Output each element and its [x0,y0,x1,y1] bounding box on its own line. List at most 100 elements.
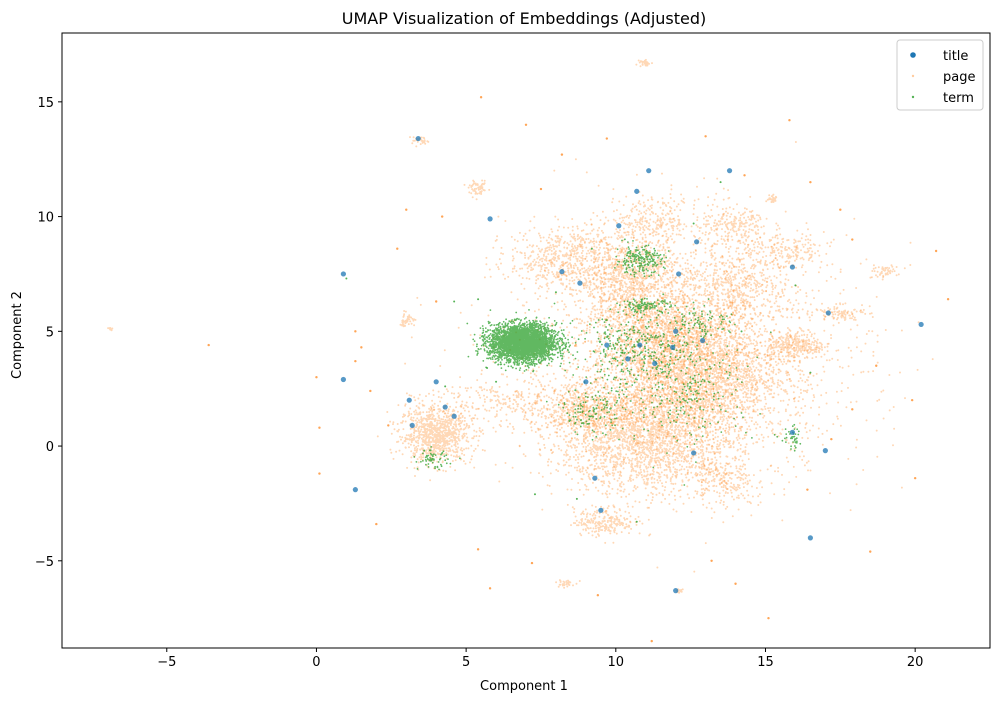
page-point [524,123,528,126]
title-point [451,413,457,419]
page-point [596,594,600,597]
title-point [406,397,412,403]
term-point [453,300,456,303]
x-axis-label: Component 1 [480,679,568,694]
term-point [495,380,498,383]
page-point [405,208,408,211]
term-cluster [466,302,595,373]
legend-label-term: term [943,91,974,106]
page-cluster [547,264,791,394]
title-point [637,342,643,348]
term-point [635,520,638,523]
y-tick-label: 15 [37,96,54,111]
term-point [809,371,812,374]
legend: title page term [896,39,984,111]
title-point [726,168,733,174]
page-cluster [512,369,660,448]
page-point [387,424,390,427]
page-point [605,137,609,140]
term-point [575,497,578,500]
page-point [318,426,321,429]
plot-frame [61,32,991,649]
title-point [673,328,679,334]
title-point [559,269,565,275]
page-point [788,119,791,122]
title-point [487,216,493,222]
page-cluster [635,58,653,68]
page-point [396,247,399,250]
title-point [583,379,589,385]
term-point [444,385,447,388]
title-point [691,450,697,456]
term-cluster [545,382,634,441]
page-point [434,300,438,303]
title-point [442,404,448,410]
page-point [869,550,872,553]
title-point [700,337,706,344]
term-point [590,247,593,250]
page-cluster [570,504,644,544]
x-tick-label: 5 [462,655,470,670]
title-point [634,188,640,194]
y-tick-label: 5 [46,325,54,340]
legend-label-title: title [943,49,968,64]
term-point [486,367,489,370]
page-point [851,238,854,241]
page-point [910,398,914,402]
page-point [806,488,809,491]
page-point [369,389,372,393]
title-point [807,535,813,541]
term-cluster [616,297,672,319]
page-cluster [556,264,881,467]
page-point [875,364,878,367]
page-cluster [806,306,874,321]
term-point [423,449,426,452]
points-layer [107,58,950,643]
title-point [433,379,439,385]
title-point [676,271,682,277]
x-tick-label: 10 [608,655,625,670]
title-point [616,223,622,229]
page-cluster [583,188,730,250]
title-point [825,310,831,316]
page-cluster [107,327,114,332]
page-point [767,616,770,620]
legend-box [896,39,984,111]
title-point [918,321,924,328]
page-point [734,582,737,585]
title-point [340,271,346,277]
term-point [554,291,557,294]
term-point [533,493,536,496]
title-point [694,239,700,245]
term-point [477,298,480,301]
page-point [539,187,543,191]
page-point [830,437,833,441]
page-cluster [870,264,900,281]
title-point [598,507,604,513]
page-point [354,359,357,363]
term-point [794,284,797,287]
page-cluster [655,238,819,331]
page-point [839,208,842,211]
page-point [375,522,378,526]
x-tick-label: 0 [312,655,320,670]
title-point [577,280,583,286]
term-cluster [413,445,461,471]
title-point [646,168,652,174]
title-point [625,356,631,362]
page-point [354,330,357,333]
title-point [652,360,658,367]
term-point [692,222,695,225]
legend-marker-term [911,95,915,99]
x-tick-label: 15 [757,655,774,670]
term-cluster [655,298,736,337]
page-point [650,639,653,643]
page-point [488,587,492,590]
page-cluster [463,179,491,201]
y-tick-label: 10 [37,211,54,226]
page-cluster [548,209,728,350]
page-point [710,559,713,562]
title-point [409,422,415,429]
